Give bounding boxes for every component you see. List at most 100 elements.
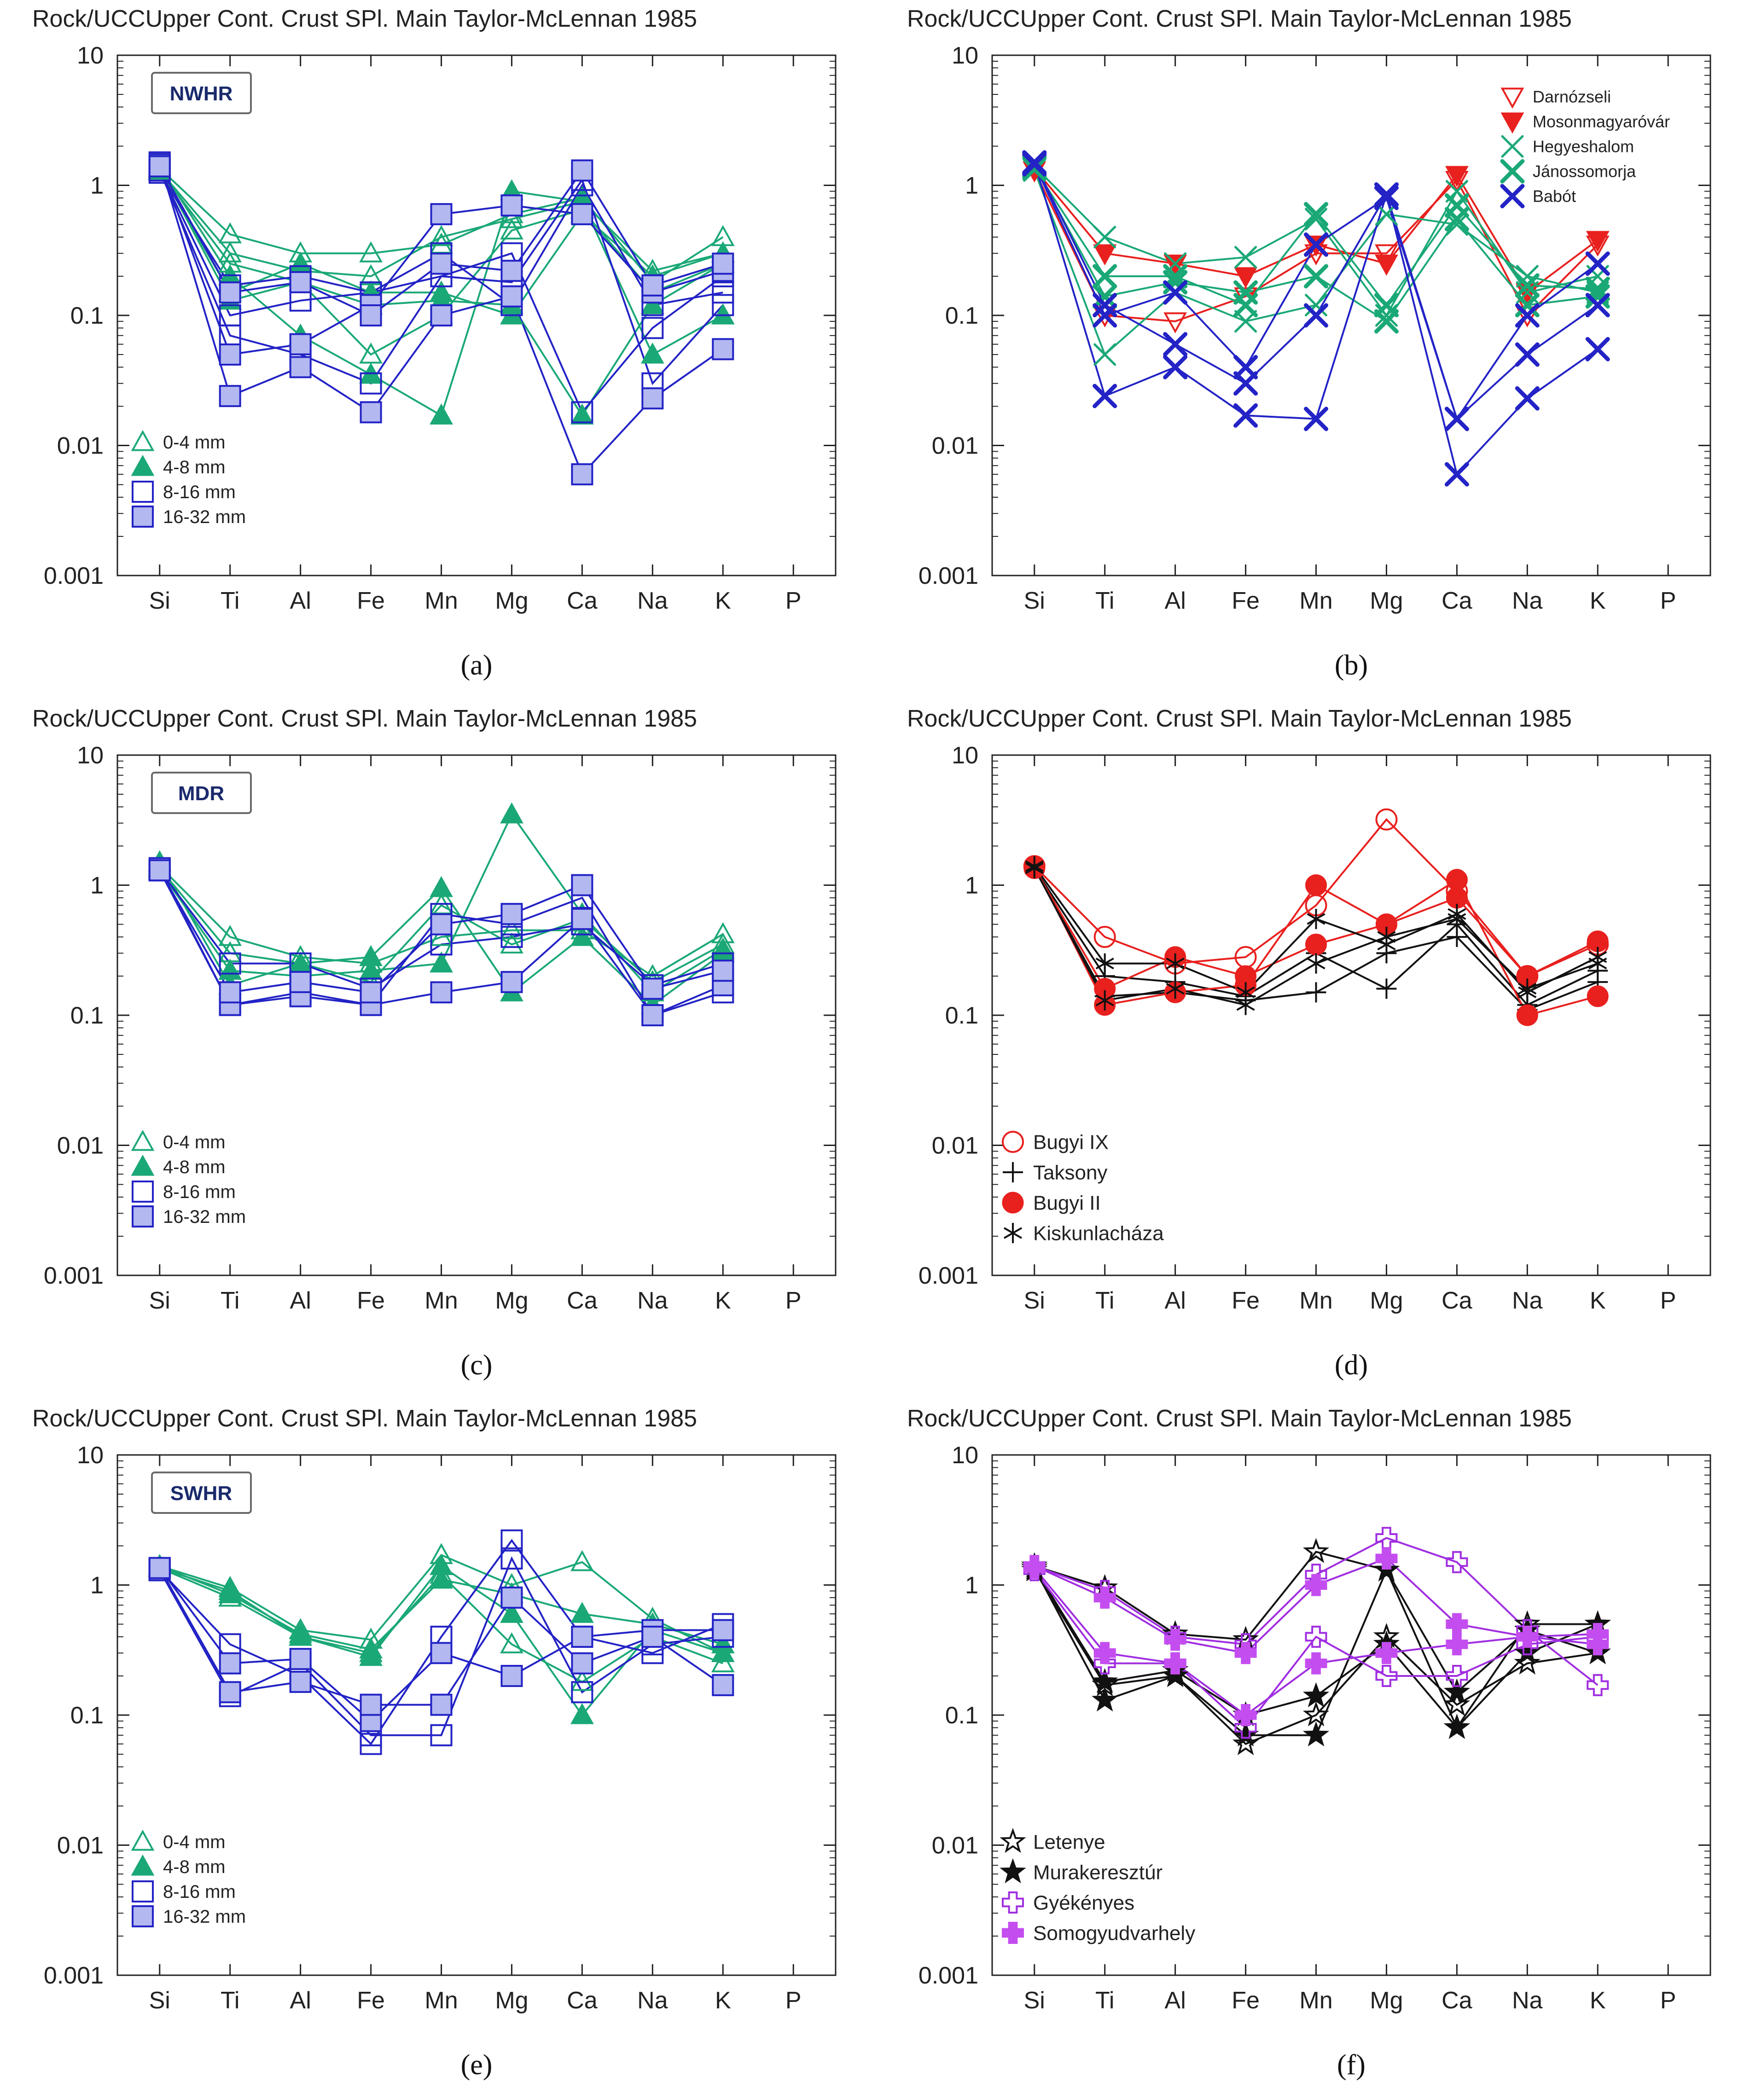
data-point	[430, 876, 453, 897]
data-point	[1093, 293, 1117, 318]
x-tick-label: Mg	[1370, 1287, 1403, 1314]
data-point	[500, 903, 523, 925]
data-point	[1376, 978, 1397, 999]
data-point	[360, 304, 382, 326]
data-point	[1163, 270, 1188, 295]
series-line	[1034, 1570, 1598, 1729]
x-tick-label: Fe	[1232, 588, 1260, 614]
data-point	[148, 859, 171, 882]
data-point	[359, 1645, 383, 1666]
data-point	[500, 1586, 523, 1609]
data-point	[219, 281, 241, 304]
legend-marker	[1003, 1162, 1023, 1182]
data-point	[1516, 1625, 1539, 1648]
data-point	[1445, 213, 1468, 236]
region-label-box	[151, 1472, 252, 1514]
data-point	[641, 1004, 664, 1026]
y-tick-label: 10	[952, 742, 978, 769]
data-point	[360, 1733, 382, 1755]
data-point	[1515, 303, 1540, 328]
data-point	[1163, 280, 1188, 305]
data-point	[1444, 407, 1469, 431]
legend-marker	[131, 1854, 155, 1876]
data-point	[500, 932, 523, 954]
legend-label: Letenye	[1033, 1831, 1105, 1853]
legend-label: 8-16 mm	[163, 482, 236, 502]
data-point	[1234, 1704, 1257, 1726]
data-point	[1446, 1551, 1468, 1573]
data-point	[1305, 1625, 1327, 1648]
data-point	[641, 1625, 664, 1648]
x-tick-label: K	[715, 1287, 731, 1314]
data-point	[1305, 294, 1328, 317]
data-point	[500, 1602, 523, 1623]
x-tick-label: Na	[637, 588, 668, 614]
y-tick-label: 0.01	[932, 433, 978, 460]
data-point	[359, 342, 383, 364]
data-point	[500, 971, 523, 993]
data-point	[360, 981, 382, 1004]
data-point	[1093, 284, 1117, 309]
data-point	[1232, 1730, 1259, 1756]
chart-title: Rock/UCCUpper Cont. Crust SPl. Main Tayl…	[32, 6, 697, 32]
chart-title: Rock/UCCUpper Cont. Crust SPl. Main Tayl…	[32, 705, 697, 732]
data-point	[571, 401, 593, 424]
data-point	[1446, 1633, 1468, 1656]
data-point	[289, 1624, 313, 1646]
legend-label: Somogyudvarhely	[1033, 1922, 1195, 1944]
x-tick-label: Al	[290, 1987, 311, 2014]
x-tick-label: Mn	[424, 1987, 458, 2014]
y-tick-label: 0.1	[945, 1702, 978, 1729]
y-tick-label: 0.1	[70, 302, 104, 329]
x-tick-label: K	[1590, 1287, 1606, 1314]
data-point	[1307, 908, 1325, 929]
data-point	[218, 241, 242, 262]
data-point	[1305, 208, 1328, 231]
data-point	[1093, 1586, 1116, 1609]
data-point	[1307, 953, 1325, 974]
data-point	[712, 1674, 734, 1696]
data-point	[1093, 244, 1117, 266]
data-point	[1093, 384, 1117, 408]
x-tick-label: Na	[1512, 588, 1543, 614]
data-point	[500, 207, 523, 228]
data-point	[430, 1567, 453, 1589]
legend-label: Kiskunlacháza	[1033, 1222, 1164, 1245]
panel-caption: (f)	[1337, 2049, 1366, 2081]
legend-label: Darnózseli	[1533, 87, 1611, 106]
panels: Rock/UCCUpper Cont. Crust SPl. Main Tayl…	[32, 6, 1711, 2081]
legend-label: Taksony	[1033, 1161, 1107, 1184]
legend-label: 8-16 mm	[163, 1882, 236, 1902]
data-point	[1447, 926, 1467, 947]
legend-label: Babót	[1533, 187, 1576, 206]
legend-label: 0-4 mm	[163, 1132, 226, 1152]
data-point	[500, 260, 523, 282]
data-point	[430, 1642, 453, 1664]
y-tick-label: 10	[77, 42, 104, 69]
x-tick-label: Ti	[1095, 1287, 1114, 1314]
x-tick-label: K	[715, 1987, 731, 2014]
legend-marker	[1500, 87, 1524, 109]
chart-title: Rock/UCCUpper Cont. Crust SPl. Main Tayl…	[907, 6, 1572, 32]
data-point	[1304, 407, 1329, 431]
x-tick-label: Na	[637, 1987, 668, 2014]
data-point	[359, 241, 383, 262]
series-line	[1034, 1551, 1598, 1730]
data-point	[1304, 264, 1329, 289]
data-point	[1305, 1652, 1327, 1675]
data-point	[219, 952, 241, 975]
data-point	[1022, 150, 1047, 175]
data-point	[571, 1681, 593, 1704]
legend-label: 8-16 mm	[163, 1182, 236, 1202]
region-label: NWHR	[170, 82, 233, 105]
data-point	[570, 1703, 594, 1724]
data-point	[289, 356, 312, 378]
data-point	[219, 1681, 241, 1704]
data-point	[1587, 985, 1609, 1007]
data-point	[1374, 186, 1399, 210]
data-point	[1443, 1691, 1471, 1716]
x-tick-label: K	[715, 588, 731, 614]
data-point	[500, 1632, 523, 1653]
data-point	[219, 385, 241, 407]
data-point	[1375, 1642, 1398, 1664]
